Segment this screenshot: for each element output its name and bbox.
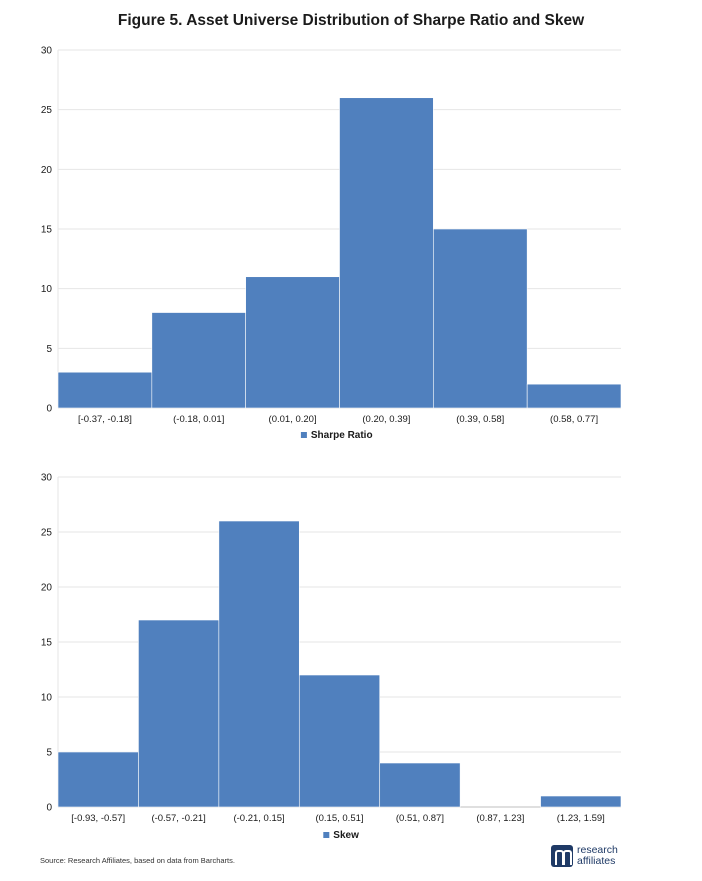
bar	[57, 371, 153, 409]
bar	[526, 383, 622, 409]
bar	[218, 520, 300, 808]
skew-histogram: 0 5 10 15 20 25 30 [-0.93, -0.57] (-0.57, -0.21]…	[41, 473, 622, 841]
legend-swatch	[323, 832, 330, 838]
bar	[379, 762, 461, 808]
source-note: Source: Research Affiliates, based on da…	[40, 856, 235, 865]
x-tick-label: (0.20, 0.39]	[362, 414, 410, 425]
figure-title: Figure 5. Asset Universe Distribution of…	[117, 12, 585, 29]
y-tick-label: 30	[41, 46, 53, 57]
x-tick-label: (0.01, 0.20]	[269, 414, 317, 425]
x-tick-label: (0.51, 0.87]	[396, 813, 444, 824]
y-tick-label: 15	[41, 638, 53, 649]
y-tick-label: 10	[41, 284, 53, 295]
y-tick-label: 15	[41, 225, 53, 236]
y-tick-label: 0	[46, 404, 52, 415]
bar	[245, 276, 340, 409]
x-tick-label: (-0.18, 0.01]	[173, 414, 224, 425]
bar	[138, 619, 220, 808]
y-tick-label: 30	[41, 473, 53, 484]
y-tick-label: 5	[46, 748, 52, 759]
bar	[433, 228, 528, 409]
y-tick-label: 0	[46, 803, 52, 814]
x-tick-label: (0.87, 1.23]	[476, 813, 524, 824]
bar	[57, 751, 139, 808]
y-tick-label: 25	[41, 105, 53, 116]
x-tick-label: [-0.37, -0.18]	[78, 414, 132, 425]
research-affiliates-logo-icon	[551, 845, 573, 867]
bar	[298, 674, 381, 808]
y-tick-label: 20	[41, 165, 53, 176]
x-tick-label: (0.58, 0.77]	[550, 414, 598, 425]
y-tick-label: 20	[41, 583, 53, 594]
bar	[151, 312, 246, 409]
x-tick-label: (0.39, 0.58]	[456, 414, 504, 425]
x-tick-label: [-0.93, -0.57]	[71, 813, 125, 824]
y-tick-label: 5	[46, 344, 52, 355]
logo-text-line2: affiliates	[577, 855, 616, 867]
legend-label: Sharpe Ratio	[311, 430, 373, 441]
x-tick-label: (-0.57, -0.21]	[151, 813, 205, 824]
x-tick-label: (0.15, 0.51]	[315, 813, 363, 824]
legend-label: Skew	[333, 830, 359, 841]
bar	[339, 97, 434, 409]
bar	[540, 795, 622, 808]
logo-text-line1: research	[577, 844, 618, 856]
research-affiliates-logo: research affiliates	[551, 843, 631, 869]
x-tick-label: (1.23, 1.59]	[557, 813, 605, 824]
y-tick-label: 10	[41, 693, 53, 704]
x-tick-label: (-0.21, 0.15]	[233, 813, 284, 824]
y-tick-label: 25	[41, 528, 53, 539]
legend-swatch	[300, 432, 307, 438]
sharpe-ratio-histogram: 0 5 10 15 20 25 30 [-0.37, -0.18] (-0.18, 0.01] (…	[41, 46, 622, 441]
